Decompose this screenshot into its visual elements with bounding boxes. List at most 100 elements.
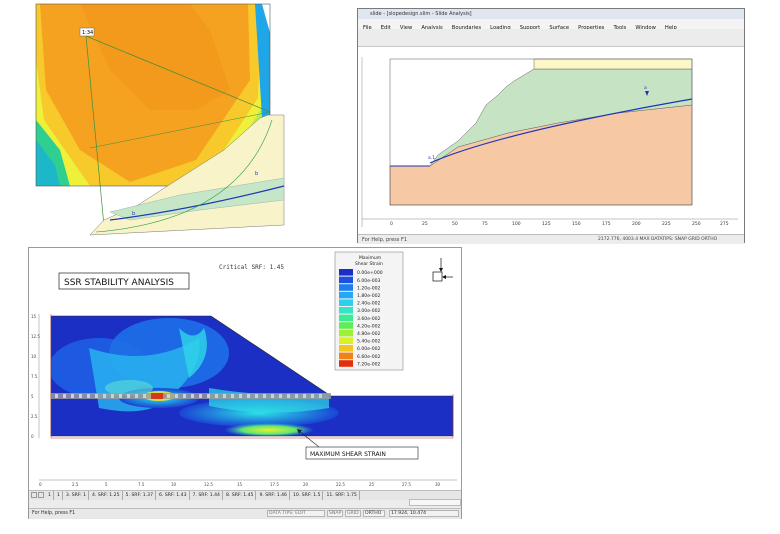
y-tick: 15 — [31, 314, 37, 319]
menu-loading[interactable]: Loading — [490, 25, 511, 31]
stage-tab[interactable]: 8. SRF: 1.45 — [224, 491, 257, 500]
toolbar-top — [358, 29, 744, 44]
annotation-text: MAXIMUM SHEAR STRAIN — [310, 451, 386, 458]
menu-boundaries[interactable]: Boundaries — [451, 25, 482, 31]
stage-tab[interactable]: 11. SRF: 1.75 — [324, 491, 360, 500]
minimize-icon[interactable] — [714, 11, 720, 26]
x-tick: 7.5 — [138, 482, 145, 487]
legend-label: 2.40e-002 — [357, 301, 381, 307]
x-tick: 22.5 — [336, 482, 345, 487]
status-ortho[interactable]: ORTHO — [363, 510, 385, 517]
legend-title-1: Maximum — [359, 255, 381, 261]
label-b2: b — [132, 211, 135, 217]
y-tick: 5 — [31, 394, 34, 399]
stage-tab[interactable]: 4. SRF: 1.25 — [90, 491, 123, 500]
stage-tab[interactable]: 10. SRF: 1.5 — [291, 491, 324, 500]
x-tick: 27.5 — [402, 482, 411, 487]
slope-model-svg: a a.1 0 25 50 75 100 125 150 175 200 225… — [361, 57, 738, 227]
analysis-title: SSR STABILITY ANALYSIS — [64, 278, 174, 288]
x-tick: 5 — [105, 482, 108, 487]
legend-swatch — [339, 299, 353, 306]
status-bar: For Help, press F1 2172.776, 4003.4 MAX … — [358, 234, 744, 244]
status-grid[interactable]: GRID — [345, 510, 361, 517]
slide-window: slide - [slopedesign.slim - Slide Analys… — [357, 8, 745, 244]
status-datatips[interactable]: DATA TIPS: EDIT — [267, 510, 325, 517]
x-tick: 50 — [452, 221, 458, 227]
stage-tab-row: 1 1 3. SRF: 1 4. SRF: 1.25 5. SRF: 1.37 6. SR… — [46, 491, 361, 500]
critical-srf-label: Critical SRF: 1.45 — [219, 264, 284, 271]
tab-scroll-left-icon[interactable] — [31, 492, 37, 498]
x-axis: 0 2.5 5 7.5 10 12.5 15 17.5 20 22.5 25 2… — [39, 479, 457, 487]
x-tick: 0 — [39, 482, 42, 487]
tab-scroll-right-icon[interactable] — [38, 492, 44, 498]
legend-label: 1.80e-002 — [357, 293, 381, 299]
legend-swatch — [339, 307, 353, 314]
y-tick: 10 — [31, 354, 37, 359]
x-tick: 10 — [171, 482, 177, 487]
stage-tab[interactable]: 1 — [55, 491, 63, 500]
x-tick: 25 — [422, 221, 428, 227]
point-label-a: a — [644, 86, 647, 91]
support-row — [51, 393, 331, 399]
legend-swatch — [339, 291, 353, 299]
y-tick: 7.5 — [31, 374, 38, 379]
legend-swatch — [339, 345, 353, 352]
annotation-box — [305, 446, 419, 460]
maximize-icon[interactable] — [724, 11, 730, 26]
legend-swatch — [339, 276, 353, 284]
menu-edit[interactable]: Edit — [380, 25, 391, 31]
legend: Maximum Shear Strain 0.00e+0006.00e-0031… — [334, 251, 404, 371]
menu-view[interactable]: View — [399, 25, 413, 31]
model-canvas[interactable]: 0 2.5 5 7.5 10 12.5 15 0 2.5 5 7.5 10 12… — [29, 248, 461, 490]
status-snap[interactable]: SNAP — [327, 510, 343, 517]
legend-swatch — [339, 314, 353, 322]
legend-label: 3.60e-002 — [357, 316, 381, 322]
status-bar: For Help, press F1 DATA TIPS: EDIT SNAP … — [29, 508, 461, 519]
legend-swatch — [339, 360, 353, 367]
mesh-boundary — [50, 314, 454, 439]
close-icon[interactable] — [734, 11, 740, 26]
stage-tab[interactable]: 9. SRF: 1.46 — [257, 491, 290, 500]
stage-tab[interactable]: 5. SRF: 1.37 — [124, 491, 157, 500]
x-tick: 150 — [572, 221, 581, 227]
status-help: For Help, press F1 — [362, 237, 408, 243]
stage-tab[interactable]: 7. SRF: 1.44 — [191, 491, 223, 500]
menu-tools[interactable]: Tools — [613, 25, 627, 31]
x-tick: 250 — [692, 221, 701, 227]
menu-file[interactable]: File — [363, 25, 372, 31]
point-label-b: a.1 — [428, 155, 435, 161]
menu-properties[interactable]: Properties — [578, 25, 605, 31]
legend-label: 6.00e-003 — [357, 278, 381, 284]
analysis-title-box — [58, 272, 190, 290]
x-tick: 100 — [512, 221, 521, 227]
stage-tab[interactable]: 3. SRF: 1 — [64, 491, 90, 500]
menu-support[interactable]: Support — [519, 25, 541, 31]
label-box — [79, 27, 95, 37]
x-tick: 20 — [303, 482, 309, 487]
window-title: slide - [slopedesign.slim - Slide Analys… — [370, 11, 472, 17]
x-tick: 125 — [542, 221, 551, 227]
contour-field — [36, 4, 270, 186]
x-tick: 75 — [482, 221, 488, 227]
menu-surface[interactable]: Surface — [549, 25, 570, 31]
legend-swatch — [339, 352, 353, 360]
contour-plot-svg: 1:34 b b — [35, 3, 285, 236]
x-tick: 17.5 — [270, 482, 279, 487]
x-tick: 200 — [632, 221, 641, 227]
menu-help[interactable]: Help — [664, 25, 677, 31]
stage-tab[interactable]: 6. SRF: 1.43 — [157, 491, 190, 500]
stage-tab[interactable]: 1 — [46, 491, 54, 500]
drawing-area[interactable]: a a.1 0 25 50 75 100 125 150 175 200 225… — [358, 47, 744, 234]
x-tick: 15 — [237, 482, 243, 487]
legend-swatch — [339, 284, 353, 291]
horizontal-scrollbar[interactable] — [409, 499, 461, 506]
ssr-model-svg: 0 2.5 5 7.5 10 12.5 15 0 2.5 5 7.5 10 12… — [31, 250, 457, 487]
menu-analysis[interactable]: Analysis — [421, 25, 443, 31]
menu-window[interactable]: Window — [635, 25, 656, 31]
legend-label: 5.40e-002 — [357, 339, 381, 345]
x-tick: 175 — [602, 221, 611, 227]
legend-swatch — [339, 337, 353, 344]
label-box-text: 1:34 — [82, 30, 93, 36]
y-tick: 2.5 — [31, 414, 38, 419]
